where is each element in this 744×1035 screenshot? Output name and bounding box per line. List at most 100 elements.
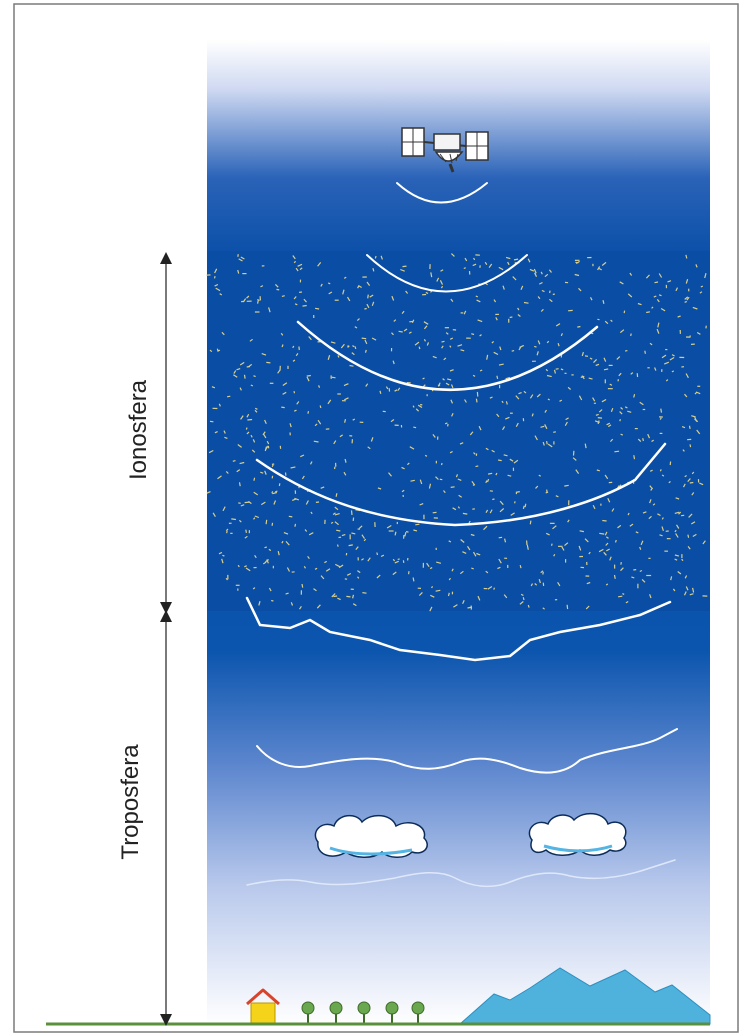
ionosphere-particle: [320, 283, 323, 287]
ionosphere-particle: [518, 392, 522, 395]
ionosphere-particle: [425, 291, 429, 294]
ionosphere-particle: [239, 361, 245, 366]
ionosphere-particle: [440, 269, 444, 272]
ionosphere-particle: [218, 551, 223, 555]
ionosphere-particle: [642, 511, 647, 514]
ionosphere-particle: [397, 387, 401, 392]
ionosphere-particle: [250, 384, 254, 387]
ionosphere-particle: [519, 564, 522, 569]
ionosphere-particle: [609, 438, 614, 443]
ionosphere-particle: [649, 485, 653, 489]
ionosphere-particle: [414, 341, 420, 346]
ionosphere-particle: [449, 345, 452, 348]
ionosphere-particle: [344, 419, 347, 423]
ionosphere-particle: [659, 534, 663, 537]
ionosphere-particle: [320, 486, 325, 489]
ionosphere-particle: [473, 257, 476, 261]
ionosphere-particle: [413, 426, 417, 429]
ionosphere-particle: [685, 373, 689, 379]
ionosphere-particle: [597, 417, 603, 419]
ionosphere-particle: [658, 294, 662, 297]
ionosphere-particle: [320, 575, 325, 580]
ionosphere-particle: [468, 520, 471, 524]
ionosphere-particle: [303, 298, 307, 303]
ionosphere-particle: [473, 452, 476, 455]
ionosphere-label: Ionosfera: [125, 379, 152, 480]
ionosphere-particle: [265, 519, 268, 525]
ionosphere-particle: [647, 433, 651, 439]
ionosphere-particle: [523, 301, 529, 304]
ionosphere-particle: [392, 571, 397, 576]
ionosphere-particle: [224, 436, 228, 439]
ionosphere-particle: [276, 288, 280, 291]
ionosphere-particle: [586, 581, 591, 585]
ionosphere-particle: [439, 280, 444, 285]
ionosphere-particle: [233, 370, 237, 374]
ionosphere-particle: [209, 420, 214, 423]
ionosphere-particle: [629, 523, 634, 527]
ionosphere-particle: [401, 310, 405, 314]
ionosphere-particle: [540, 271, 543, 275]
ionosphere-particle: [365, 383, 369, 387]
ionosphere-particle: [221, 331, 225, 336]
ionosphere-particle: [682, 449, 685, 452]
ionosphere-particle: [295, 267, 299, 272]
ionosphere-particle: [405, 530, 409, 533]
ionosphere-particle: [633, 455, 636, 460]
ionosphere-particle: [498, 459, 502, 462]
ionosphere-particle: [596, 469, 600, 472]
ionosphere-particle: [511, 350, 515, 352]
ionosphere-particle: [625, 600, 629, 604]
ionosphere-particle: [400, 268, 405, 272]
ionosphere-particle: [650, 487, 654, 491]
ionosphere-particle: [424, 454, 428, 457]
ionosphere-particle: [430, 272, 433, 278]
ionosphere-particle: [498, 536, 503, 539]
ionosphere-particle: [523, 390, 527, 394]
ionosphere-particle: [534, 345, 537, 348]
ionosphere-particle: [544, 273, 549, 278]
ionosphere-particle: [324, 560, 327, 564]
ionosphere-particle: [340, 343, 345, 349]
ionosphere-particle: [588, 377, 593, 380]
ionosphere-particle: [371, 337, 377, 341]
ionosphere-particle: [379, 390, 382, 394]
ionosphere-particle: [649, 499, 652, 504]
ionosphere-particle: [281, 540, 284, 544]
ionosphere-particle: [538, 579, 541, 584]
ionosphere-particle: [575, 469, 580, 474]
ionosphere-particle: [341, 534, 346, 537]
ionosphere-particle: [469, 431, 474, 436]
ionosphere-particle: [246, 413, 250, 418]
ionosphere-particle: [447, 592, 450, 597]
ionosphere-particle: [537, 340, 541, 345]
ionosphere-particle: [343, 276, 347, 279]
ionosphere-particle: [376, 574, 381, 579]
ionosphere-particle: [281, 406, 285, 409]
ionosphere-particle: [486, 478, 490, 483]
ionosphere-particle: [515, 422, 519, 427]
ionosphere-particle: [513, 459, 519, 464]
ionosphere-particle: [602, 519, 607, 522]
ionosphere-particle: [614, 539, 617, 543]
ionosphere-particle: [274, 490, 278, 493]
ionosphere-particle: [671, 354, 675, 357]
ionosphere-particle: [355, 546, 359, 550]
ionosphere-particle: [530, 583, 534, 587]
ionosphere-particle: [540, 308, 544, 312]
ionosphere-particle: [342, 289, 345, 295]
ionosphere-particle: [308, 336, 312, 341]
ionosphere-particle: [485, 480, 488, 484]
ionosphere-particle: [652, 503, 656, 506]
ionosphere-particle: [412, 405, 415, 408]
ionosphere-particle: [457, 506, 460, 509]
ionosphere-particle: [237, 564, 240, 568]
ionosphere-particle: [689, 481, 694, 484]
ionosphere-particle: [699, 291, 703, 294]
ionosphere-particle: [441, 345, 444, 349]
ionosphere-particle: [614, 450, 620, 453]
ionosphere-particle: [553, 369, 556, 374]
ionosphere-particle: [605, 583, 609, 586]
ionosphere-particle: [294, 497, 300, 501]
ionosphere-particle: [371, 301, 375, 306]
